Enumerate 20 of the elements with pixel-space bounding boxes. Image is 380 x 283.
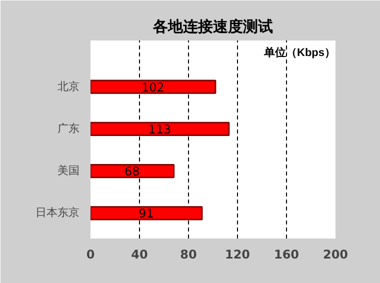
x-tick-label: 200 — [322, 248, 348, 262]
x-tick-label: 40 — [131, 248, 148, 262]
y-tick-label: 广东 — [58, 122, 80, 135]
x-tick-label: 120 — [224, 248, 250, 262]
y-tick-label: 北京 — [58, 80, 80, 93]
y-tick-label: 日本东京 — [36, 206, 80, 220]
bar — [90, 164, 175, 178]
data-label: 113 — [148, 122, 172, 136]
annotation: 单位（Kbps） — [263, 46, 336, 60]
x-tick-label: 0 — [86, 248, 95, 262]
data-label: 68 — [124, 164, 140, 179]
data-label: 91 — [138, 206, 154, 221]
x-tick-label: 80 — [180, 248, 197, 262]
chart-title: 各地连接速度测试 — [152, 18, 273, 36]
bar — [90, 206, 203, 220]
bar — [90, 122, 230, 136]
bar — [90, 80, 216, 94]
data-label: 102 — [142, 80, 164, 94]
x-tick-label: 160 — [274, 248, 300, 262]
y-tick-label: 美国 — [58, 164, 80, 178]
